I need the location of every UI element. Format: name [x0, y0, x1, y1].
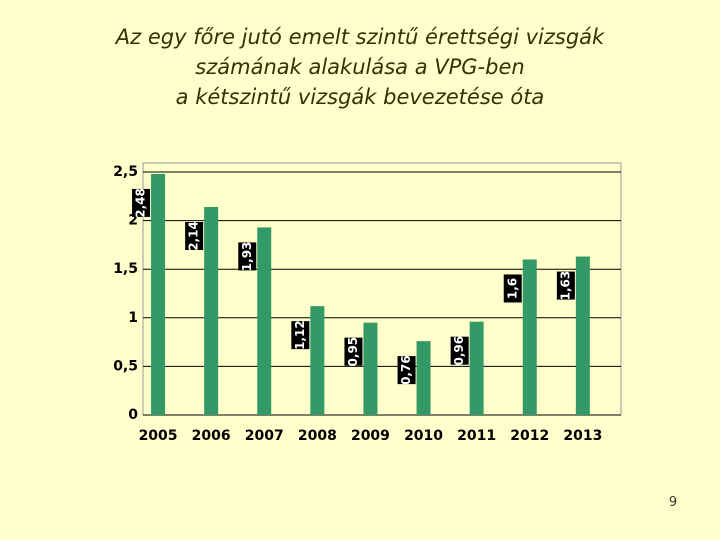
y-tick-label: 0 [128, 407, 138, 423]
value-label-box [344, 337, 363, 366]
value-label: 0,96 [452, 336, 466, 366]
bar [151, 173, 166, 415]
y-tick-label: 0,5 [113, 358, 138, 374]
x-tick-label: 2007 [245, 428, 284, 444]
title-line: számának alakulása a VPG-ben [195, 55, 524, 79]
value-label-box [185, 221, 204, 250]
bar [363, 322, 378, 415]
bar [469, 321, 484, 415]
value-label-box [556, 271, 575, 300]
x-tick-label: 2005 [139, 428, 178, 444]
value-label: 2,14 [187, 221, 201, 251]
value-label: 1,63 [558, 271, 572, 301]
bar [310, 306, 325, 415]
bar [257, 227, 272, 415]
x-tick-label: 2008 [298, 428, 337, 444]
x-tick-label: 2010 [404, 428, 443, 444]
x-tick-label: 2012 [510, 428, 549, 444]
bar [204, 206, 219, 415]
x-tick-label: 2006 [192, 428, 231, 444]
value-label-box [238, 242, 257, 271]
bar [575, 256, 590, 415]
bar [522, 259, 537, 415]
value-label-box [397, 356, 416, 385]
value-label: 0,95 [346, 337, 360, 367]
value-label-box [132, 188, 151, 217]
value-label-box [503, 274, 522, 303]
y-tick-label: 2,5 [113, 164, 138, 180]
title-line: Az egy főre jutó emelt szintű érettségi … [114, 25, 605, 49]
y-tick-label: 1,5 [113, 261, 138, 277]
x-tick-label: 2013 [563, 428, 602, 444]
value-label: 2,48 [134, 188, 148, 218]
x-tick-label: 2009 [351, 428, 390, 444]
bar [416, 341, 431, 415]
value-label: 1,93 [240, 242, 254, 272]
value-label-box [450, 336, 469, 365]
value-label: 0,76 [399, 355, 413, 385]
title-line: a kétszintű vizsgák bevezetése óta [176, 85, 545, 109]
x-tick-label: 2011 [457, 428, 496, 444]
value-label-box [291, 321, 310, 350]
value-label: 1,12 [293, 320, 307, 350]
y-tick-label: 1 [128, 310, 138, 326]
y-tick-label: 2 [128, 213, 138, 229]
value-label: 1,6 [505, 278, 519, 299]
slide-number: 9 [669, 495, 677, 510]
